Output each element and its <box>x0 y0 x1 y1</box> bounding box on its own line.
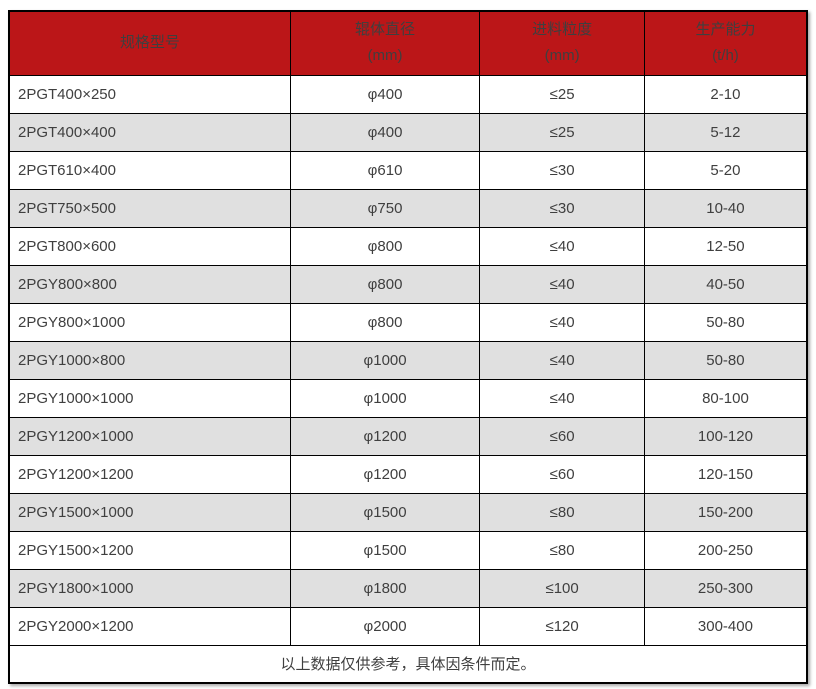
column-header-model-label: 规格型号 <box>119 34 180 52</box>
column-header-capacity: 生产能力 (t/h) <box>643 10 808 76</box>
cell-capacity: 12-50 <box>643 226 808 266</box>
table-row: 2PGY2000×1200 φ2000 ≤120 300-400 <box>8 606 808 646</box>
cell-roller-diameter: φ800 <box>289 302 481 342</box>
table-row: 2PGY1000×800 φ1000 ≤40 50-80 <box>8 340 808 380</box>
cell-model: 2PGY800×800 <box>8 264 291 304</box>
column-header-feed-size-label: 进料粒度 <box>532 21 593 39</box>
cell-model: 2PGY1500×1200 <box>8 530 291 570</box>
cell-feed-size: ≤25 <box>479 74 645 114</box>
cell-capacity: 5-20 <box>643 150 808 190</box>
cell-feed-size: ≤100 <box>479 568 645 608</box>
cell-feed-size: ≤25 <box>479 112 645 152</box>
table-row: 2PGT750×500 φ750 ≤30 10-40 <box>8 188 808 228</box>
cell-feed-size: ≤30 <box>479 150 645 190</box>
cell-feed-size: ≤60 <box>479 454 645 494</box>
cell-roller-diameter: φ750 <box>289 188 481 228</box>
column-header-roller-diameter-label: 辊体直径 <box>355 21 416 39</box>
cell-roller-diameter: φ1500 <box>289 530 481 570</box>
cell-roller-diameter: φ610 <box>289 150 481 190</box>
cell-roller-diameter: φ1200 <box>289 454 481 494</box>
table-row: 2PGT610×400 φ610 ≤30 5-20 <box>8 150 808 190</box>
cell-model: 2PGY1200×1200 <box>8 454 291 494</box>
cell-capacity: 40-50 <box>643 264 808 304</box>
cell-roller-diameter: φ800 <box>289 226 481 266</box>
spec-table: 规格型号 辊体直径 (mm) 进料粒度 (mm) 生产能力 (t/h) 2PGT400… <box>8 10 808 684</box>
cell-roller-diameter: φ800 <box>289 264 481 304</box>
cell-model: 2PGT400×400 <box>8 112 291 152</box>
cell-capacity: 5-12 <box>643 112 808 152</box>
cell-capacity: 100-120 <box>643 416 808 456</box>
table-row: 2PGT400×400 φ400 ≤25 5-12 <box>8 112 808 152</box>
table-row: 2PGT400×250 φ400 ≤25 2-10 <box>8 74 808 114</box>
cell-model: 2PGY2000×1200 <box>8 606 291 646</box>
cell-roller-diameter: φ1000 <box>289 378 481 418</box>
spec-table-footer: 以上数据仅供参考，具体因条件而定。 <box>8 644 808 684</box>
spec-table-header: 规格型号 辊体直径 (mm) 进料粒度 (mm) 生产能力 (t/h) <box>8 10 808 76</box>
cell-roller-diameter: φ1800 <box>289 568 481 608</box>
cell-roller-diameter: φ1200 <box>289 416 481 456</box>
cell-capacity: 2-10 <box>643 74 808 114</box>
table-row: 2PGY1500×1200 φ1500 ≤80 200-250 <box>8 530 808 570</box>
cell-capacity: 250-300 <box>643 568 808 608</box>
cell-roller-diameter: φ1000 <box>289 340 481 380</box>
cell-feed-size: ≤40 <box>479 264 645 304</box>
column-header-roller-diameter: 辊体直径 (mm) <box>289 10 481 76</box>
cell-feed-size: ≤80 <box>479 492 645 532</box>
cell-capacity: 10-40 <box>643 188 808 228</box>
cell-roller-diameter: φ2000 <box>289 606 481 646</box>
cell-model: 2PGY1200×1000 <box>8 416 291 456</box>
cell-roller-diameter: φ400 <box>289 74 481 114</box>
cell-feed-size: ≤120 <box>479 606 645 646</box>
header-row: 规格型号 辊体直径 (mm) 进料粒度 (mm) 生产能力 (t/h) <box>8 10 808 76</box>
cell-capacity: 200-250 <box>643 530 808 570</box>
column-header-feed-size: 进料粒度 (mm) <box>479 10 645 76</box>
cell-roller-diameter: φ1500 <box>289 492 481 532</box>
cell-capacity: 80-100 <box>643 378 808 418</box>
cell-capacity: 50-80 <box>643 302 808 342</box>
footer-row: 以上数据仅供参考，具体因条件而定。 <box>8 644 808 684</box>
cell-model: 2PGY1000×800 <box>8 340 291 380</box>
cell-model: 2PGT610×400 <box>8 150 291 190</box>
spec-table-body: 2PGT400×250 φ400 ≤25 2-10 2PGT400×400 φ400 ≤25… <box>8 74 808 646</box>
cell-feed-size: ≤80 <box>479 530 645 570</box>
cell-feed-size: ≤30 <box>479 188 645 228</box>
table-row: 2PGY1200×1000 φ1200 ≤60 100-120 <box>8 416 808 456</box>
cell-capacity: 300-400 <box>643 606 808 646</box>
cell-feed-size: ≤40 <box>479 378 645 418</box>
cell-capacity: 150-200 <box>643 492 808 532</box>
column-header-capacity-label: 生产能力 <box>695 21 756 39</box>
cell-model: 2PGY800×1000 <box>8 302 291 342</box>
table-row: 2PGY800×800 φ800 ≤40 40-50 <box>8 264 808 304</box>
cell-model: 2PGY1800×1000 <box>8 568 291 608</box>
cell-model: 2PGT750×500 <box>8 188 291 228</box>
cell-roller-diameter: φ400 <box>289 112 481 152</box>
cell-feed-size: ≤40 <box>479 340 645 380</box>
cell-model: 2PGT800×600 <box>8 226 291 266</box>
cell-capacity: 50-80 <box>643 340 808 380</box>
cell-model: 2PGY1500×1000 <box>8 492 291 532</box>
cell-model: 2PGT400×250 <box>8 74 291 114</box>
table-row: 2PGY1200×1200 φ1200 ≤60 120-150 <box>8 454 808 494</box>
table-row: 2PGY1500×1000 φ1500 ≤80 150-200 <box>8 492 808 532</box>
table-row: 2PGY800×1000 φ800 ≤40 50-80 <box>8 302 808 342</box>
column-header-capacity-unit: (t/h) <box>712 47 739 65</box>
table-row: 2PGY1000×1000 φ1000 ≤40 80-100 <box>8 378 808 418</box>
cell-feed-size: ≤40 <box>479 226 645 266</box>
column-header-feed-size-unit: (mm) <box>544 47 580 65</box>
column-header-model: 规格型号 <box>8 10 291 76</box>
table-row: 2PGY1800×1000 φ1800 ≤100 250-300 <box>8 568 808 608</box>
cell-feed-size: ≤40 <box>479 302 645 342</box>
table-row: 2PGT800×600 φ800 ≤40 12-50 <box>8 226 808 266</box>
column-header-roller-diameter-unit: (mm) <box>367 47 403 65</box>
cell-capacity: 120-150 <box>643 454 808 494</box>
cell-model: 2PGY1000×1000 <box>8 378 291 418</box>
cell-feed-size: ≤60 <box>479 416 645 456</box>
footer-note: 以上数据仅供参考，具体因条件而定。 <box>8 644 808 684</box>
